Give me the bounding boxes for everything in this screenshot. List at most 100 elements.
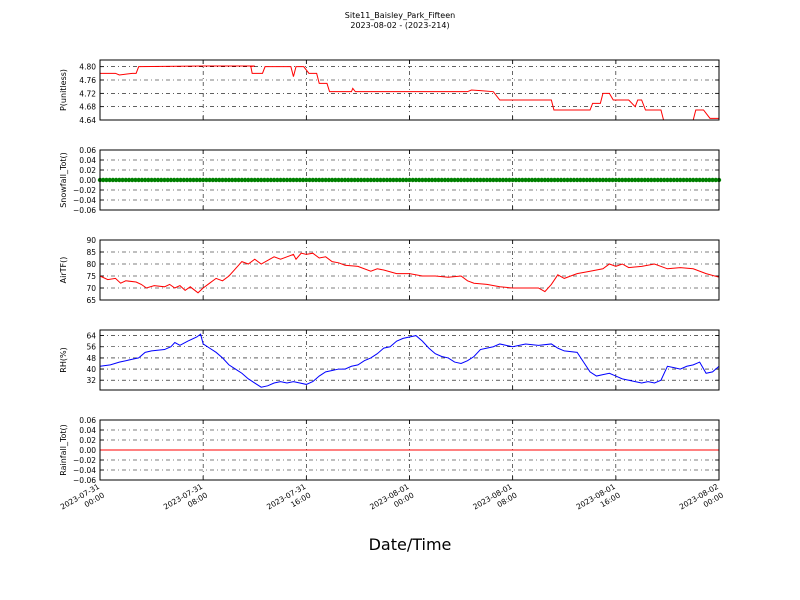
snowfall-point [358, 177, 364, 183]
snowfall-point [613, 177, 619, 183]
snowfall-point [665, 177, 670, 183]
snowfall-point [400, 177, 406, 183]
snowfall-point [236, 177, 241, 183]
snowfall-point [510, 177, 515, 183]
snowfall-point [329, 177, 335, 183]
snowfall-point [397, 177, 403, 183]
snowfall-point [178, 177, 183, 183]
snowfall-point [375, 177, 380, 183]
snowfall-point [339, 177, 344, 183]
snowfall-point [262, 177, 267, 183]
axes-frame [99, 419, 720, 481]
snowfall-point [362, 177, 367, 183]
snowfall-point [700, 177, 706, 183]
snowfall-point [429, 177, 435, 183]
snowfall-point [197, 177, 203, 183]
snowfall-point [320, 177, 325, 183]
snowfall-point [420, 177, 425, 183]
axes-frame [99, 59, 720, 121]
snowfall-point [368, 177, 374, 183]
snowfall-point [562, 177, 567, 183]
snowfall-point [139, 177, 145, 183]
snowfall-point [130, 177, 135, 183]
snowfall-point [623, 177, 628, 183]
snowfall-point [265, 177, 270, 183]
snowfall-point [713, 177, 718, 183]
y-tick-label: 0.06 [79, 146, 96, 155]
snowfall-point [536, 177, 541, 183]
snowfall-point [645, 177, 651, 183]
snowfall-point [410, 177, 415, 183]
snowfall-point [220, 177, 225, 183]
y-tick-label: −0.04 [73, 196, 96, 205]
snowfall-point [171, 177, 177, 183]
snowfall-point [268, 177, 274, 183]
panels: 4.644.684.724.764.80P(unitless)−0.06−0.0… [59, 59, 722, 485]
snowfall-point [133, 177, 138, 183]
snowfall-point [678, 177, 683, 183]
snowfall-point [188, 177, 193, 183]
snowfall-point [707, 177, 712, 183]
snowfall-point [465, 177, 470, 183]
snowfall-point [600, 177, 606, 183]
snowfall-point [568, 177, 573, 183]
snowfall-point [542, 177, 548, 183]
chart-subtitle: 2023-08-02 - (2023-214) [350, 21, 449, 30]
snowfall-point [291, 177, 296, 183]
y-tick-label: 4.76 [79, 76, 96, 85]
snowfall-point [297, 177, 303, 183]
snowfall-point [552, 177, 557, 183]
snowfall-point [484, 177, 490, 183]
snowfall-point [423, 177, 428, 183]
snowfall-point [223, 177, 228, 183]
y-tick-label: 0.04 [79, 426, 96, 435]
snowfall-point [404, 177, 409, 183]
y-tick-label: 80 [86, 260, 96, 269]
snowfall-point [246, 177, 251, 183]
snowfall-point [694, 177, 699, 183]
snowfall-point [462, 177, 467, 183]
y-tick-label: −0.02 [73, 456, 96, 465]
y-tick-label: 0.06 [79, 416, 96, 425]
snowfall-point [365, 177, 370, 183]
snowfall-point [384, 177, 390, 183]
snowfall-point [317, 177, 322, 183]
snowfall-point [442, 177, 448, 183]
snowfall-point [504, 177, 509, 183]
snowfall-point [204, 177, 209, 183]
pressure-line [100, 65, 719, 121]
snowfall-point [323, 177, 328, 183]
snowfall-point [697, 177, 702, 183]
y-tick-label: 0.02 [79, 436, 96, 445]
y-tick-label: 90 [86, 236, 96, 245]
snowfall-point [475, 177, 480, 183]
snowfall-point [152, 177, 158, 183]
snowfall-point [349, 177, 354, 183]
snowfall-point [300, 177, 306, 183]
snowfall-point [571, 177, 577, 183]
snowfall-point [175, 177, 180, 183]
snowfall-point [336, 177, 341, 183]
snowfall-point [445, 177, 451, 183]
snowfall-point [584, 177, 590, 183]
y-tick-label: 85 [86, 248, 96, 257]
snowfall-point [433, 177, 438, 183]
y-tick-label: −0.06 [73, 476, 96, 485]
snowfall-point [149, 177, 154, 183]
snowfall-point [449, 177, 454, 183]
snowfall-point [258, 177, 264, 183]
snowfall-point [497, 177, 502, 183]
snowfall-point [574, 177, 580, 183]
y-tick-label: 0.00 [79, 446, 96, 455]
axes-frame [99, 149, 720, 211]
snowfall-point [416, 177, 422, 183]
snowfall-point [217, 177, 222, 183]
snowfall-point [616, 177, 622, 183]
y-tick-label: 70 [86, 284, 96, 293]
snowfall-point [610, 177, 615, 183]
snowfall-point [146, 177, 151, 183]
y-tick-label: 32 [86, 376, 96, 385]
